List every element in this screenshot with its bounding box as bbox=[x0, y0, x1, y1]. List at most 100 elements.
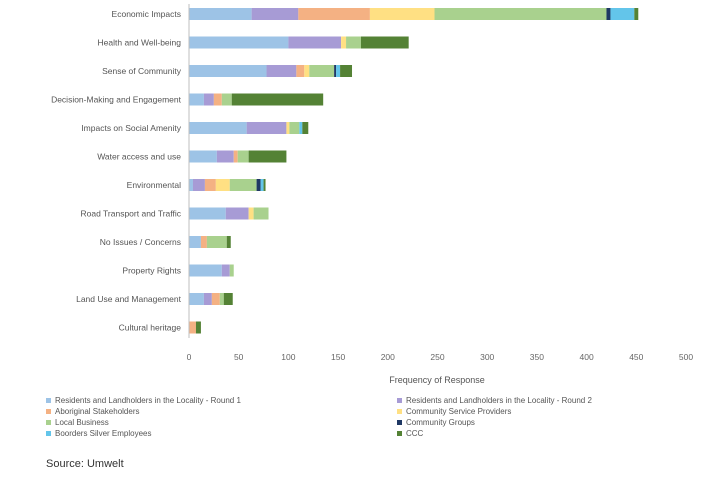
bar-segment bbox=[204, 293, 212, 305]
bar-segment bbox=[341, 37, 346, 49]
bar-segment bbox=[309, 65, 334, 77]
bar-segment bbox=[247, 122, 287, 134]
bar-segment bbox=[230, 179, 257, 191]
legend-item: Boorders Silver Employees bbox=[46, 428, 391, 438]
legend-swatch bbox=[46, 431, 51, 436]
legend-item: Residents and Landholders in the Localit… bbox=[46, 395, 391, 405]
bar-segment bbox=[189, 179, 193, 191]
legend-item: Aboriginal Stakeholders bbox=[46, 406, 391, 416]
bar-segment bbox=[257, 179, 261, 191]
category-label: Environmental bbox=[127, 180, 181, 190]
bar-segment bbox=[267, 65, 297, 77]
category-label: No Issues / Concerns bbox=[100, 237, 181, 247]
legend-label: Aboriginal Stakeholders bbox=[55, 407, 140, 416]
bar-segment bbox=[252, 8, 299, 20]
legend: Residents and Landholders in the Localit… bbox=[46, 395, 686, 438]
bar-segment bbox=[234, 151, 238, 163]
x-tick-label: 300 bbox=[480, 352, 494, 362]
bar-segment bbox=[207, 236, 227, 248]
bar-segment bbox=[189, 94, 204, 106]
bar-segment bbox=[610, 8, 634, 20]
bar-segment bbox=[249, 151, 287, 163]
x-tick-label: 50 bbox=[234, 352, 244, 362]
bar-segment bbox=[286, 122, 289, 134]
x-tick-label: 250 bbox=[430, 352, 444, 362]
bar-segment bbox=[201, 236, 207, 248]
bar-segment bbox=[189, 8, 252, 20]
x-tick-label: 400 bbox=[580, 352, 594, 362]
category-label: Road Transport and Traffic bbox=[81, 209, 182, 219]
category-label: Economic Impacts bbox=[112, 9, 181, 19]
x-axis-title: Frequency of Response bbox=[389, 375, 485, 385]
bar-segment bbox=[204, 94, 214, 106]
bar-segment bbox=[220, 293, 224, 305]
legend-swatch bbox=[46, 398, 51, 403]
x-tick-label: 450 bbox=[629, 352, 643, 362]
category-label: Impacts on Social Amenity bbox=[81, 123, 181, 133]
bar-segment bbox=[189, 122, 247, 134]
legend-item: Community Service Providers bbox=[397, 406, 687, 416]
x-tick-label: 200 bbox=[381, 352, 395, 362]
bar-segment bbox=[334, 65, 336, 77]
legend-label: Residents and Landholders in the Localit… bbox=[406, 396, 592, 405]
bar-segment bbox=[189, 65, 267, 77]
category-label: Sense of Community bbox=[102, 66, 182, 76]
bar-segment bbox=[214, 94, 222, 106]
bar-area bbox=[189, 8, 638, 334]
bar-segment bbox=[222, 94, 232, 106]
legend-swatch bbox=[397, 409, 402, 414]
legend-label: Local Business bbox=[55, 418, 109, 427]
legend-item: Local Business bbox=[46, 417, 391, 427]
legend-swatch bbox=[397, 398, 402, 403]
bar-segment bbox=[230, 265, 234, 277]
category-label: Health and Well-being bbox=[98, 38, 182, 48]
bar-segment bbox=[226, 208, 249, 220]
bar-segment bbox=[189, 322, 196, 334]
bar-segment bbox=[370, 8, 435, 20]
bar-segment bbox=[302, 122, 308, 134]
legend-item: CCC bbox=[397, 428, 687, 438]
legend-swatch bbox=[46, 420, 51, 425]
stacked-bar-chart: Economic Impacts Health and Well-being Sen… bbox=[0, 0, 701, 395]
x-tick-label: 0 bbox=[187, 352, 192, 362]
bar-segment bbox=[346, 37, 361, 49]
bar-segment bbox=[189, 293, 204, 305]
category-label: Water access and use bbox=[97, 152, 181, 162]
bar-segment bbox=[435, 8, 607, 20]
x-tick-label: 150 bbox=[331, 352, 345, 362]
bar-segment bbox=[634, 8, 638, 20]
bar-segment bbox=[296, 65, 304, 77]
bar-segment bbox=[340, 65, 352, 77]
source-note: Source: Umwelt bbox=[46, 458, 124, 470]
bar-segment bbox=[232, 94, 323, 106]
bar-segment bbox=[212, 293, 220, 305]
bar-segment bbox=[216, 179, 230, 191]
legend-swatch bbox=[397, 431, 402, 436]
bar-segment bbox=[189, 265, 222, 277]
bar-segment bbox=[261, 179, 264, 191]
x-axis-ticks: 0 50 100 150 200 250 300 350 400 450 500 bbox=[187, 352, 694, 362]
bar-segment bbox=[606, 8, 610, 20]
bar-segment bbox=[217, 151, 234, 163]
category-label: Decision-Making and Engagement bbox=[51, 95, 182, 105]
category-label: Property Rights bbox=[122, 266, 181, 276]
category-label: Land Use and Management bbox=[76, 294, 182, 304]
bar-segment bbox=[196, 322, 201, 334]
bar-segment bbox=[189, 236, 201, 248]
bar-segment bbox=[361, 37, 409, 49]
legend-swatch bbox=[397, 420, 402, 425]
bar-segment bbox=[336, 65, 340, 77]
legend-swatch bbox=[46, 409, 51, 414]
bar-segment bbox=[193, 179, 205, 191]
x-tick-label: 100 bbox=[281, 352, 295, 362]
bar-segment bbox=[298, 8, 370, 20]
bar-segment bbox=[304, 65, 309, 77]
category-labels: Economic Impacts Health and Well-being Sen… bbox=[51, 9, 182, 333]
bar-segment bbox=[205, 179, 216, 191]
bar-segment bbox=[289, 122, 299, 134]
bar-segment bbox=[288, 37, 341, 49]
bar-segment bbox=[189, 151, 217, 163]
legend-label: Boorders Silver Employees bbox=[55, 429, 151, 438]
legend-label: Community Service Providers bbox=[406, 407, 511, 416]
bar-segment bbox=[222, 265, 230, 277]
